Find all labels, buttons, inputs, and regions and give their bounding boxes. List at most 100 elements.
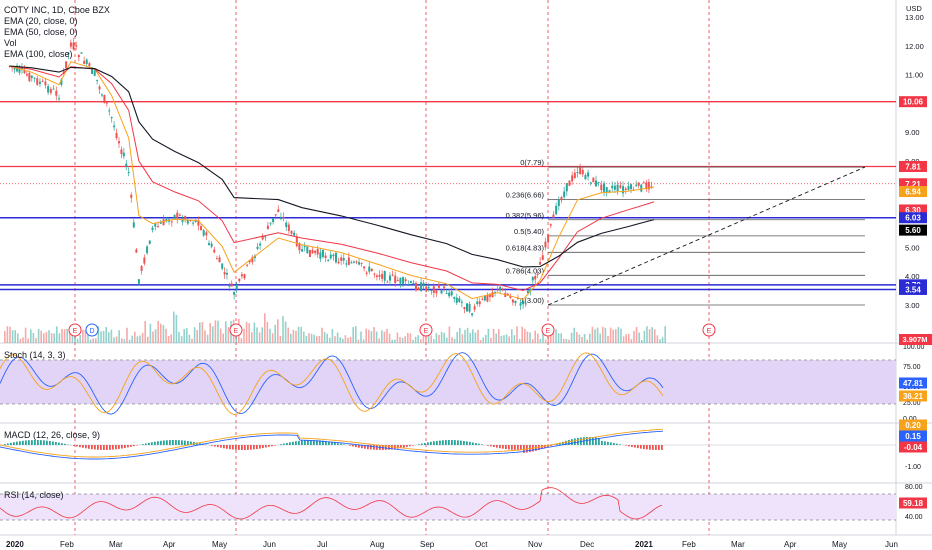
volume-bar — [375, 331, 378, 343]
volume-label[interactable]: Vol — [4, 38, 17, 48]
macd-histogram-bar — [475, 443, 477, 445]
macd-histogram-bar — [517, 445, 519, 450]
rsi-pane-label[interactable]: RSI (14, close) — [4, 490, 64, 500]
macd-histogram-bar — [214, 445, 216, 447]
volume-bar — [45, 331, 48, 343]
macd-histogram-bar — [28, 440, 30, 445]
candle-body — [448, 292, 451, 297]
volume-bar — [292, 329, 295, 343]
candle-body — [435, 290, 438, 294]
candle-body — [151, 227, 154, 230]
volume-bar — [381, 330, 383, 343]
volume-bar — [461, 334, 464, 343]
macd-histogram-bar — [10, 442, 12, 445]
volume-bar — [22, 337, 24, 343]
volume-bar — [542, 331, 544, 343]
macd-histogram-bar — [544, 445, 546, 449]
candle-body — [233, 292, 236, 295]
macd-histogram-bar — [298, 440, 300, 445]
macd-histogram-bar — [262, 445, 264, 449]
volume-bar — [425, 338, 427, 343]
candle-body — [316, 249, 319, 255]
ema100-label[interactable]: EMA (100, close) — [4, 49, 73, 59]
candle-body — [301, 249, 304, 252]
volume-bar — [641, 339, 643, 343]
candle-body — [311, 249, 314, 254]
volume-bar — [583, 334, 586, 343]
macd-histogram-bar — [607, 441, 609, 445]
volume-bar — [6, 326, 9, 343]
candle-body — [589, 182, 592, 184]
volume-bar — [256, 327, 258, 343]
macd-histogram-bar — [439, 440, 441, 445]
volume-bar — [589, 333, 591, 343]
volume-bar — [414, 336, 417, 343]
volume-bar — [643, 330, 646, 343]
volume-bar — [147, 336, 149, 343]
volume-bar — [373, 327, 375, 343]
candle-body — [334, 252, 337, 263]
volume-bar — [495, 333, 497, 343]
macd-histogram-bar — [247, 445, 249, 450]
volume-bar — [433, 339, 435, 343]
macd-histogram-bar — [433, 441, 435, 445]
candle-body — [616, 184, 619, 191]
macd-pane-label[interactable]: MACD (12, 26, close, 9) — [4, 430, 101, 440]
macd-histogram-bar — [409, 445, 411, 447]
price-tag-label: 3.54 — [905, 285, 921, 294]
candle-body — [181, 218, 184, 222]
stoch-d-tag-label: 36.21 — [903, 392, 924, 401]
macd-histogram-bar — [271, 445, 273, 447]
candle-body — [399, 277, 402, 284]
price-tag — [899, 160, 927, 172]
macd-histogram-bar — [376, 445, 378, 450]
time-axis-label: Jul — [317, 540, 327, 549]
macd-histogram-bar — [616, 443, 618, 445]
volume-bar — [30, 329, 32, 343]
volume-bar — [303, 331, 305, 343]
macd-histogram-bar — [499, 445, 501, 449]
candle-body — [308, 249, 311, 257]
candle-body — [404, 279, 407, 282]
ema50-label[interactable]: EMA (50, close, 0) — [4, 27, 78, 37]
candle-body — [105, 102, 108, 104]
currency-label: USD — [906, 4, 922, 13]
stoch-d-line — [0, 352, 664, 415]
volume-bar — [399, 337, 401, 343]
candle-body — [218, 257, 221, 263]
volume-bar — [251, 332, 253, 343]
volume-bar — [136, 336, 139, 343]
candle-body — [85, 59, 88, 64]
volume-bar — [352, 327, 354, 343]
candle-body — [225, 272, 228, 275]
volume-bar — [199, 322, 201, 343]
volume-bar — [188, 334, 191, 343]
price-tag-label: 7.21 — [905, 180, 921, 189]
candle-body — [581, 169, 584, 175]
macd-histogram-bar — [112, 445, 114, 450]
volume-bar — [617, 327, 620, 343]
macd-histogram-bar — [577, 437, 579, 445]
macd-histogram-bar — [457, 440, 459, 445]
volume-bar — [599, 333, 601, 343]
volume-bar — [261, 327, 263, 343]
candle-body — [295, 236, 298, 247]
candle-body — [514, 300, 517, 304]
macd-histogram-bar — [427, 442, 429, 445]
stoch-pane-label[interactable]: Stoch (14, 3, 3) — [4, 350, 66, 360]
volume-bar — [537, 333, 539, 343]
macd-histogram-bar — [466, 441, 468, 445]
candle-body — [396, 280, 399, 282]
macd-histogram-bar — [304, 440, 306, 445]
ema20-label[interactable]: EMA (20, close, 0) — [4, 16, 78, 26]
candle-body — [443, 286, 446, 289]
earnings-badge — [541, 323, 555, 337]
candle-body — [137, 279, 140, 284]
volume-bar — [282, 316, 284, 343]
earnings-badge — [229, 323, 243, 337]
candle-body — [170, 221, 173, 223]
volume-bar — [69, 327, 71, 343]
volume-bar — [625, 334, 627, 343]
candle-body — [549, 224, 552, 226]
